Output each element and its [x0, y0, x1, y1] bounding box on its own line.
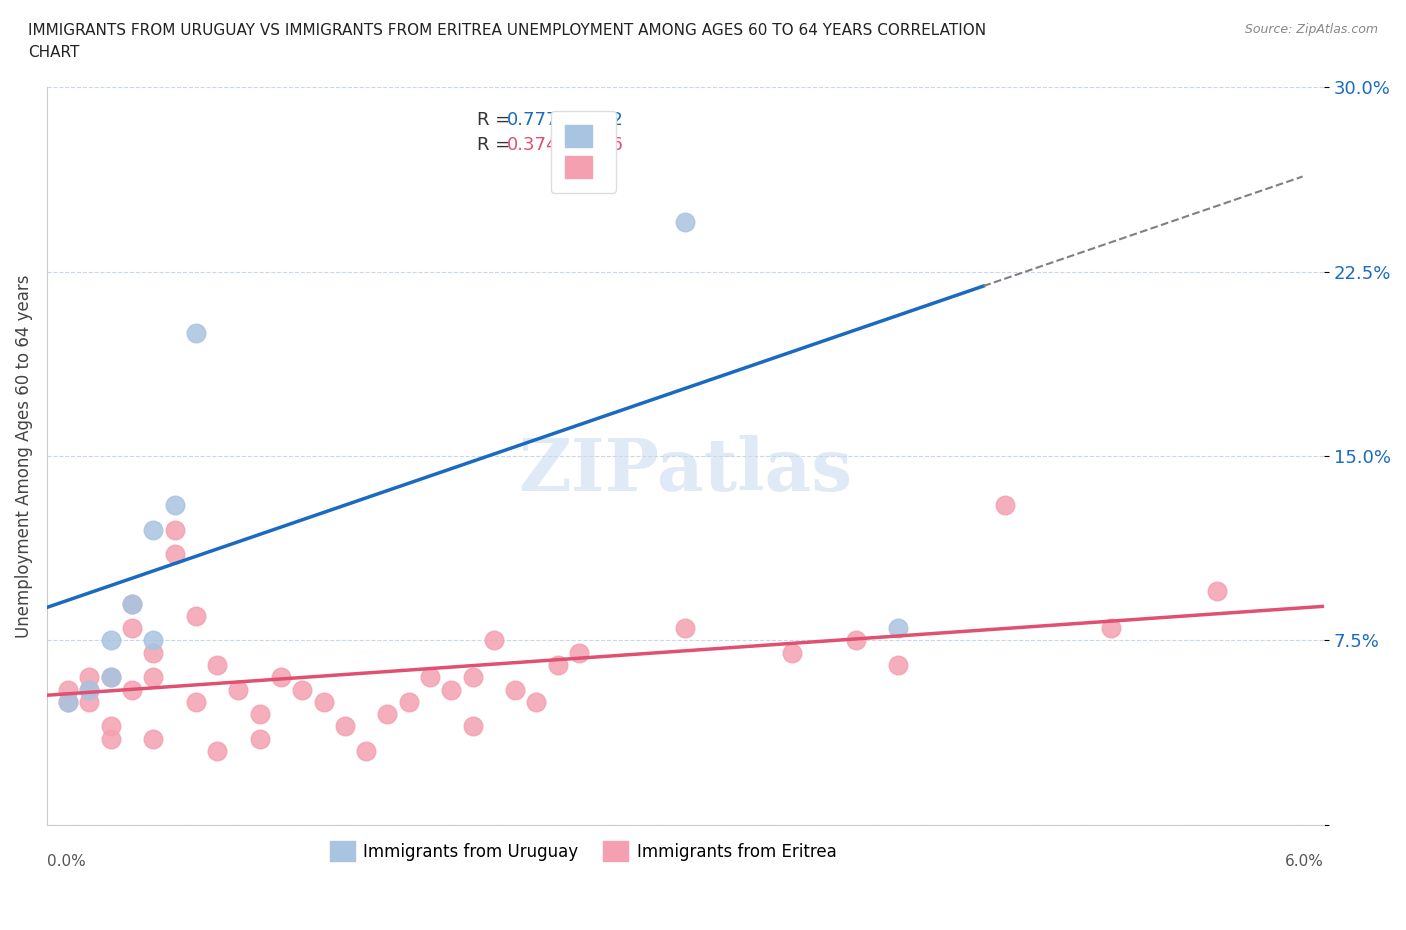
Text: Source: ZipAtlas.com: Source: ZipAtlas.com	[1244, 23, 1378, 36]
Point	[142, 523, 165, 538]
Point	[142, 670, 165, 684]
Y-axis label: Unemployment Among Ages 60 to 64 years: Unemployment Among Ages 60 to 64 years	[15, 274, 32, 638]
Point	[184, 695, 207, 710]
Point	[994, 498, 1017, 512]
Point	[461, 719, 484, 734]
Point	[249, 707, 271, 722]
Text: N =: N =	[571, 112, 605, 129]
Point	[887, 620, 910, 635]
Point	[121, 596, 143, 611]
Point	[440, 683, 463, 698]
Point	[184, 608, 207, 623]
Point	[398, 695, 420, 710]
Point	[547, 658, 569, 672]
Point	[1099, 620, 1122, 635]
Point	[845, 633, 868, 648]
Text: 0.777: 0.777	[506, 112, 558, 129]
Point	[333, 719, 356, 734]
Text: IMMIGRANTS FROM URUGUAY VS IMMIGRANTS FROM ERITREA UNEMPLOYMENT AMONG AGES 60 TO: IMMIGRANTS FROM URUGUAY VS IMMIGRANTS FR…	[28, 23, 986, 38]
Point	[568, 153, 591, 168]
Point	[79, 695, 101, 710]
Point	[56, 695, 79, 710]
Point	[79, 683, 101, 698]
Point	[249, 731, 271, 746]
Text: CHART: CHART	[28, 45, 80, 60]
Point	[228, 683, 250, 698]
Point	[377, 707, 399, 722]
Point	[503, 683, 526, 698]
Point	[142, 645, 165, 660]
Point	[163, 523, 186, 538]
Text: R =: R =	[477, 112, 510, 129]
Text: 0.0%: 0.0%	[46, 855, 86, 870]
Text: N =: N =	[571, 136, 605, 153]
Point	[121, 596, 143, 611]
Text: 12: 12	[600, 112, 623, 129]
Point	[526, 695, 548, 710]
Point	[205, 658, 228, 672]
Point	[780, 645, 803, 660]
Point	[121, 683, 143, 698]
Legend: Immigrants from Uruguay, Immigrants from Eritrea: Immigrants from Uruguay, Immigrants from…	[323, 834, 844, 869]
Text: 46: 46	[600, 136, 623, 153]
Point	[142, 633, 165, 648]
Point	[354, 744, 377, 759]
Point	[100, 731, 122, 746]
Point	[482, 633, 505, 648]
Point	[100, 633, 122, 648]
Point	[56, 683, 79, 698]
Point	[100, 670, 122, 684]
Point	[312, 695, 335, 710]
Text: 0.374: 0.374	[506, 136, 558, 153]
Point	[419, 670, 441, 684]
Point	[100, 670, 122, 684]
Point	[887, 658, 910, 672]
Point	[121, 620, 143, 635]
Text: R =: R =	[477, 136, 510, 153]
Point	[1206, 584, 1229, 599]
Text: ZIPatlas: ZIPatlas	[519, 435, 852, 506]
Point	[56, 695, 79, 710]
Point	[461, 670, 484, 684]
Text: 6.0%: 6.0%	[1285, 855, 1324, 870]
Point	[100, 719, 122, 734]
Point	[79, 670, 101, 684]
Point	[673, 620, 696, 635]
Point	[673, 215, 696, 230]
Point	[568, 645, 591, 660]
Point	[184, 326, 207, 340]
Point	[163, 498, 186, 512]
Point	[270, 670, 292, 684]
Point	[142, 731, 165, 746]
Point	[291, 683, 314, 698]
Point	[205, 744, 228, 759]
Point	[163, 547, 186, 562]
Point	[79, 683, 101, 698]
